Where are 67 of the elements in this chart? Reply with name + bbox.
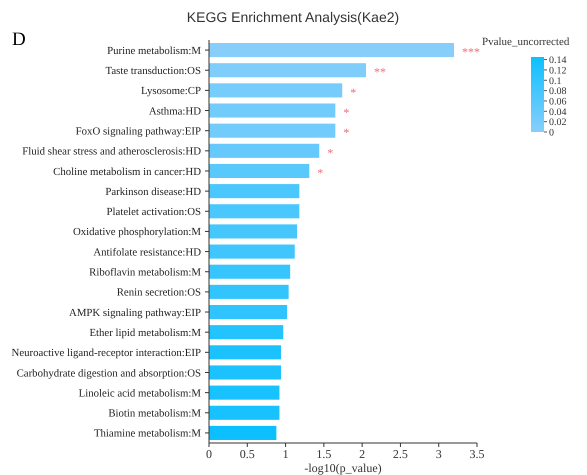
y-tick-label: Fluid shear stress and atherosclerosis:HD: [22, 146, 202, 158]
y-tick-label: Carbohydrate digestion and absorption:OS: [16, 367, 201, 380]
bar: [209, 244, 295, 259]
x-tick-label: 3.5: [470, 447, 484, 461]
color-bar-label: 0.02: [549, 117, 566, 128]
annotation: *: [343, 126, 350, 140]
bar: [209, 63, 366, 78]
annotation: *: [343, 106, 350, 120]
color-bar-title: Pvalue_uncorrected: [482, 36, 570, 48]
color-bar-label: 0.06: [549, 96, 566, 108]
x-axis-title: -log10(p_value): [304, 461, 382, 475]
x-tick-label: 3: [436, 447, 442, 461]
y-tick-label: Lysosome:CP: [141, 85, 201, 98]
annotation: **: [374, 65, 386, 80]
x-tick-label: 1.5: [316, 447, 332, 461]
color-bar-label: 0.12: [549, 65, 566, 76]
annotation: *: [327, 146, 334, 160]
bar: [209, 345, 281, 360]
bar: [209, 184, 300, 198]
y-tick-label: Asthma:HD: [148, 105, 202, 118]
x-tick-label: 2: [359, 447, 366, 461]
y-tick-label: Renin secretion:OS: [116, 286, 201, 299]
annotation: ***: [462, 45, 480, 60]
bar: [209, 406, 280, 420]
annotation: *: [350, 85, 356, 100]
y-tick-label: Oxidative phosphorylation:M: [72, 226, 202, 238]
y-tick-label: Taste transduction:OS: [105, 65, 201, 78]
bar: [209, 124, 336, 138]
bar: [209, 164, 310, 178]
bar: [209, 83, 342, 98]
bar: [209, 284, 289, 299]
y-tick-label: AMPK signaling pathway:EIP: [69, 306, 201, 319]
bar: [209, 386, 280, 400]
color-bar-label: 0.1: [549, 76, 562, 87]
annotation: *: [317, 166, 324, 180]
bar: [209, 365, 281, 380]
x-tick-label: 2.5: [392, 447, 408, 461]
x-tick-label: 0: [206, 447, 212, 461]
y-tick-label: FoxO signaling pathway:EIP: [76, 125, 201, 138]
y-tick-label: Choline metabolism in cancer:HD: [53, 166, 202, 178]
color-bar-label: 0: [549, 128, 554, 138]
y-tick-label: Linoleic acid metabolism:M: [78, 387, 202, 400]
x-tick-label: 1: [282, 447, 289, 461]
bar: [209, 224, 298, 238]
y-tick-label: Ether lipid metabolism:M: [89, 326, 202, 339]
bar: [209, 43, 454, 58]
color-bar-label: 0.04: [549, 106, 566, 118]
bar: [209, 264, 290, 279]
y-tick-label: Thiamine metabolism:M: [94, 428, 202, 440]
y-tick-label: Biotin metabolism:M: [108, 408, 202, 420]
y-tick-label: Neuroactive ligand-receptor interaction:EIP: [12, 347, 201, 360]
text: D: [12, 29, 26, 50]
y-tick-label: Parkinson disease:HD: [105, 186, 202, 198]
color-bar-label: 0.08: [549, 86, 566, 98]
y-tick-label: Riboflavin metabolism:M: [89, 266, 202, 279]
y-tick-label: Purine metabolism:M: [107, 44, 202, 57]
x-tick-label: 0.5: [240, 447, 255, 461]
y-tick-label: Platelet activation:OS: [106, 206, 201, 218]
color-bar-label: 0.14: [549, 55, 566, 66]
bar: [209, 304, 288, 320]
bar: [209, 144, 320, 158]
y-tick-label: Antifolate resistance:HD: [93, 246, 202, 258]
chart-title: KEGG Enrichment Analysis(Kae2): [186, 9, 400, 25]
bar: [209, 325, 284, 340]
bar: [209, 426, 276, 440]
bar: [209, 103, 336, 118]
bar: [209, 204, 300, 218]
